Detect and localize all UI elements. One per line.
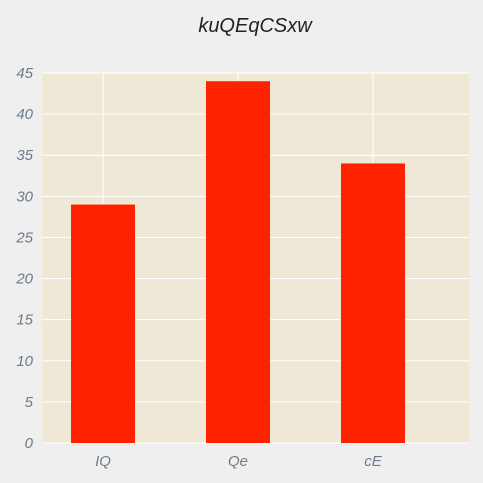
x-tick-label: Qe [228, 453, 248, 470]
y-tick-label: 0 [25, 435, 34, 452]
y-tick-label: 25 [15, 229, 33, 246]
y-tick-label: 20 [15, 271, 33, 288]
x-tick-label: IQ [95, 453, 111, 470]
y-tick-label: 35 [16, 147, 33, 164]
x-tick-label: cE [364, 453, 383, 470]
y-tick-label: 5 [25, 394, 34, 411]
chart-title: kuQEqCSxw [198, 15, 313, 37]
bar-IQ [71, 205, 135, 443]
y-tick-label: 45 [16, 65, 33, 82]
y-tick-label: 10 [16, 353, 33, 370]
y-tick-label: 30 [16, 188, 33, 205]
y-tick-label: 15 [16, 312, 33, 329]
y-tick-label: 40 [16, 106, 33, 123]
x-axis-ticks: IQ Qe cE [95, 453, 383, 470]
bar-Qe [206, 81, 270, 443]
y-axis-ticks: 0 5 10 15 20 25 30 35 40 45 [15, 65, 33, 452]
bar-cE [341, 163, 405, 443]
